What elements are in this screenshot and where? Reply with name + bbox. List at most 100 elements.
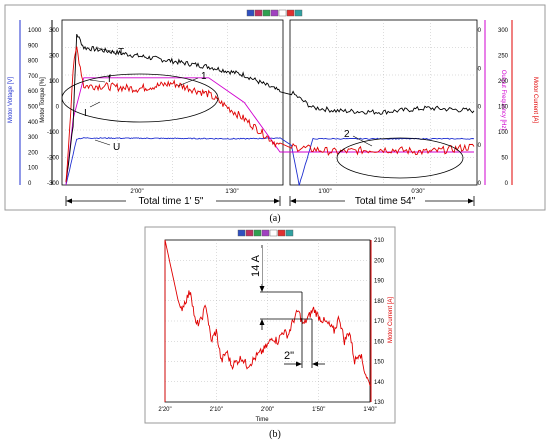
current-tick-6: 0 xyxy=(505,181,509,187)
toolbar-b xyxy=(237,229,294,237)
toolbar-c-icon[interactable] xyxy=(262,9,271,17)
plot-b-x-tick-0: 2'20" xyxy=(158,407,171,413)
x-tick-label-a-0: 2'00" xyxy=(130,189,143,195)
torque-tick-6: -300 xyxy=(47,181,60,187)
frequency-callout-line xyxy=(89,79,106,83)
current-axis-label: Motor Current [A] xyxy=(532,77,538,123)
annotation-14a: 14 A xyxy=(250,254,262,277)
region-2-label: 2 xyxy=(344,129,350,140)
x-tick-label-a-1: 1'30" xyxy=(225,189,238,195)
current-tick-labels: 300 250 200 150 100 50 0 xyxy=(498,28,509,187)
voltage-tick-3: 700 xyxy=(28,74,39,80)
toolbar-a xyxy=(246,9,303,17)
voltage-tick-5: 500 xyxy=(28,105,39,111)
x-tick-label-a-3: 0'30" xyxy=(411,189,424,195)
toolbar-b-icon[interactable] xyxy=(254,9,263,17)
current-tick-1: 250 xyxy=(498,54,509,60)
current-tick-4: 100 xyxy=(498,130,509,136)
toolbar-a-icon[interactable] xyxy=(246,9,255,17)
current-tick-0: 300 xyxy=(498,28,509,34)
series-frequency-line xyxy=(65,77,474,186)
plot-b-y-tick-0: 210 xyxy=(374,238,385,244)
plot-b-current-line xyxy=(164,239,371,402)
torque-tick-5: -200 xyxy=(47,156,60,162)
plot-b-y-tick-6: 150 xyxy=(374,360,385,366)
voltage-series-label: U xyxy=(113,142,120,153)
plot-b-2s-annotation: 2" xyxy=(284,292,325,368)
toolbar-a-icon[interactable] xyxy=(237,229,246,237)
plot-b-x-tick-labels: 2'20" 2'10" 2'00" 1'50" 1'40" xyxy=(158,407,376,413)
region-1-label: 1 xyxy=(201,71,207,82)
toolbar-g-icon[interactable] xyxy=(285,229,294,237)
plot-b-y-tick-5: 160 xyxy=(374,339,385,345)
x-tick-label-a-2: 1'00" xyxy=(318,189,331,195)
plot-b-y-tick-4: 170 xyxy=(374,319,385,325)
torque-tick-2: 100 xyxy=(49,79,60,85)
plot-b-x-tick-4: 1'40" xyxy=(363,407,376,413)
caption-b: (b) xyxy=(269,429,281,440)
torque-tick-4: -100 xyxy=(47,130,60,136)
panel-b: 210 200 190 180 170 160 150 140 130 Motor Curren… xyxy=(144,226,396,424)
plot-b-y-tick-7: 140 xyxy=(374,380,385,386)
plot-b-ylabel: Motor Current [A] xyxy=(388,297,394,343)
caption-a: (a) xyxy=(269,213,280,224)
plot-b-14a-annotation: 14 A xyxy=(249,245,312,330)
series-torque-line xyxy=(65,34,475,183)
frequency-tick-1: 50 xyxy=(474,66,481,72)
interval-2-label: Total time 54" xyxy=(355,196,416,207)
voltage-tick-10: 0 xyxy=(28,181,32,187)
interval-2: Total time 54" xyxy=(289,196,475,207)
region-2-ellipse xyxy=(336,137,464,179)
torque-callout-line xyxy=(97,47,116,53)
toolbar-f-icon[interactable] xyxy=(286,9,295,17)
plot-b-xlabel: Time xyxy=(255,417,269,423)
current-tick-2: 200 xyxy=(498,79,509,85)
toolbar-c-icon[interactable] xyxy=(253,229,262,237)
voltage-tick-8: 200 xyxy=(28,150,39,156)
plot-b-y-tick-labels: 210 200 190 180 170 160 150 140 130 xyxy=(374,238,385,406)
current-tick-3: 150 xyxy=(498,105,509,111)
interval-1-label: Total time 1' 5" xyxy=(139,196,204,207)
plot-b-y-tick-1: 200 xyxy=(374,258,385,264)
torque-axis-label: Motor Torque [%] xyxy=(40,77,46,123)
voltage-tick-9: 100 xyxy=(28,166,39,172)
toolbar-e-icon[interactable] xyxy=(278,9,287,17)
annotation-2s: 2" xyxy=(284,350,294,362)
torque-tick-3: 0 xyxy=(56,105,60,111)
interval-1: Total time 1' 5" xyxy=(65,196,281,207)
voltage-tick-4: 600 xyxy=(28,89,39,95)
plot-b-x-tick-2: 2'00" xyxy=(261,407,274,413)
torque-tick-0: 300 xyxy=(49,28,60,34)
torque-tick-1: 200 xyxy=(49,54,60,60)
region-2-callout-line xyxy=(352,135,373,147)
plot-b-y-tick-2: 190 xyxy=(374,279,385,285)
voltage-tick-6: 400 xyxy=(28,120,39,126)
toolbar-e-icon[interactable] xyxy=(269,229,278,237)
toolbar-d-icon[interactable] xyxy=(270,9,279,17)
voltage-tick-2: 800 xyxy=(28,59,39,65)
plot-b-x-tick-1: 2'10" xyxy=(210,407,223,413)
toolbar-d-icon[interactable] xyxy=(261,229,270,237)
voltage-callout-line xyxy=(94,139,111,146)
plot-b-y-tick-3: 180 xyxy=(374,299,385,305)
frequency-series-label: f xyxy=(108,74,111,85)
voltage-tick-1: 900 xyxy=(28,43,39,49)
series-current-line xyxy=(65,46,475,183)
series-voltage-line xyxy=(65,137,475,186)
current-callout-line xyxy=(89,101,101,108)
voltage-axis-label: Motor Voltage [V] xyxy=(8,77,14,123)
toolbar-g-icon[interactable] xyxy=(294,9,303,17)
current-tick-5: 50 xyxy=(501,156,508,162)
frequency-axis-label: Output Frequency [Hz] xyxy=(500,70,506,131)
plot-b-grid xyxy=(165,240,370,402)
toolbar-f-icon[interactable] xyxy=(277,229,286,237)
current-series-label: I xyxy=(84,108,87,119)
panel-a: Motor Voltage [V] Motor Torque [%] 10009… xyxy=(4,4,546,211)
plot-b-x-tick-3: 1'50" xyxy=(312,407,325,413)
region-1-ellipse xyxy=(61,73,219,123)
region-1-callout-line xyxy=(177,77,199,87)
toolbar-b-icon[interactable] xyxy=(245,229,254,237)
torque-series-label: T xyxy=(118,47,124,58)
